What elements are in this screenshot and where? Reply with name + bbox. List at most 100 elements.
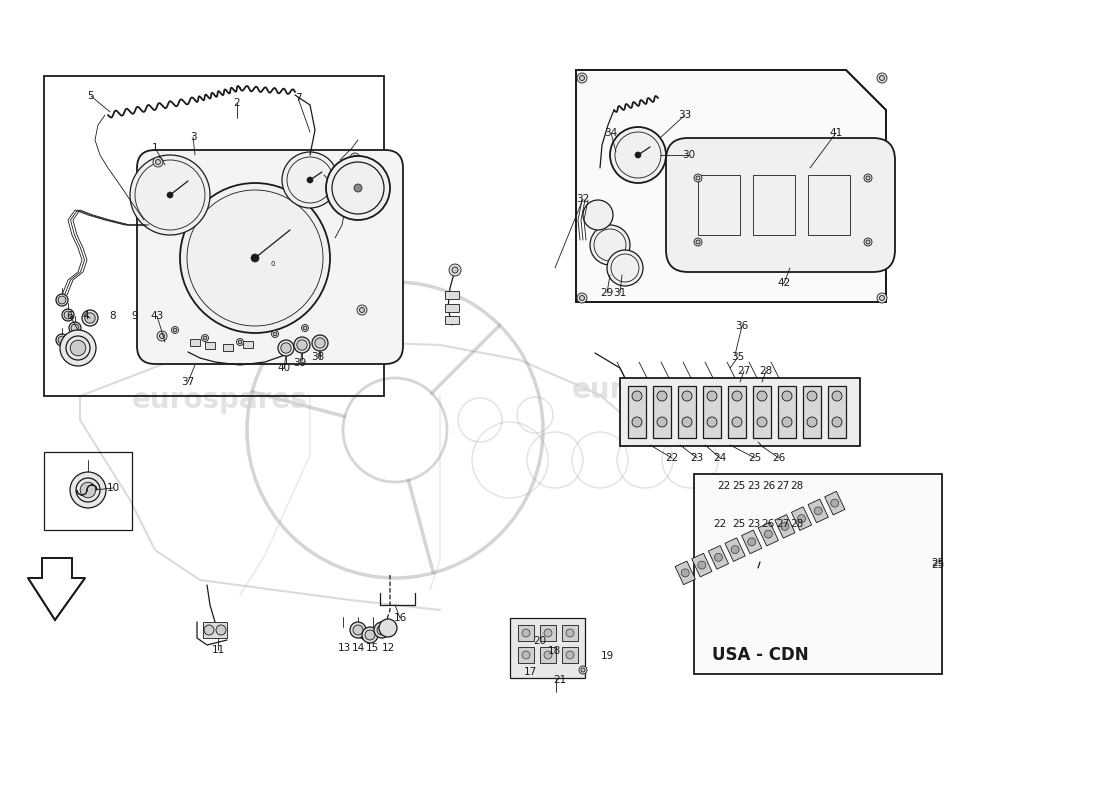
Circle shape [294,337,310,353]
Circle shape [694,174,702,182]
Circle shape [66,336,90,360]
Bar [692,554,712,577]
Bar [808,499,828,522]
Bar [446,304,459,312]
Circle shape [365,630,375,640]
Text: 27: 27 [777,519,790,529]
Circle shape [201,334,209,342]
Circle shape [153,157,163,167]
Text: 2: 2 [233,98,240,108]
Circle shape [583,200,613,230]
Text: 11: 11 [211,645,224,655]
Circle shape [60,330,96,366]
Bar [703,386,720,438]
Text: 34: 34 [604,128,617,138]
Circle shape [204,625,214,635]
Circle shape [69,322,81,334]
Text: 37: 37 [182,377,195,387]
Bar [44,76,384,396]
Text: 0: 0 [271,261,275,267]
Circle shape [280,342,292,354]
Circle shape [160,334,165,338]
Text: 27: 27 [737,366,750,376]
Bar [510,618,585,678]
Circle shape [657,417,667,427]
Circle shape [798,514,805,522]
Circle shape [880,75,884,81]
Text: 25: 25 [733,481,746,491]
Circle shape [610,127,665,183]
Text: 12: 12 [382,643,395,653]
Circle shape [353,625,363,635]
Circle shape [782,391,792,401]
Circle shape [66,336,90,360]
Text: 28: 28 [791,481,804,491]
Circle shape [696,240,700,244]
Circle shape [566,629,574,637]
Circle shape [866,240,870,244]
Text: 43: 43 [151,311,164,321]
Text: eurospares: eurospares [572,376,748,404]
Text: 23: 23 [747,519,760,529]
Circle shape [64,311,72,319]
Bar [678,386,696,438]
Circle shape [278,340,294,356]
Circle shape [56,334,68,346]
Bar [698,175,740,235]
Circle shape [732,391,742,401]
Circle shape [566,651,574,659]
Bar [243,341,253,347]
Circle shape [607,250,644,286]
Circle shape [64,344,76,356]
Circle shape [130,155,210,235]
Circle shape [682,391,692,401]
Bar [708,546,728,569]
FancyBboxPatch shape [666,138,895,272]
Circle shape [632,417,642,427]
Circle shape [62,309,74,321]
Circle shape [58,336,66,344]
Circle shape [76,478,100,502]
Circle shape [807,417,817,427]
Text: 22: 22 [717,481,730,491]
Circle shape [251,254,258,262]
Text: 26: 26 [762,481,776,491]
Circle shape [681,569,690,577]
Text: 33: 33 [679,110,692,120]
Text: 5: 5 [88,91,95,101]
Circle shape [707,391,717,401]
Text: 28: 28 [759,366,772,376]
Circle shape [544,629,552,637]
Circle shape [632,391,642,401]
Circle shape [174,328,177,332]
Text: 27: 27 [777,481,790,491]
Text: 22: 22 [714,519,727,529]
Text: 21: 21 [553,675,566,685]
Circle shape [880,295,884,301]
Text: 26: 26 [772,453,785,463]
Bar [754,386,771,438]
Circle shape [80,482,96,498]
Circle shape [590,225,630,265]
Circle shape [732,417,742,427]
Circle shape [304,326,307,330]
Text: 1: 1 [152,143,158,153]
Circle shape [56,294,68,306]
Circle shape [272,330,278,338]
Text: 42: 42 [778,278,791,288]
Circle shape [707,417,717,427]
Circle shape [832,391,842,401]
Circle shape [362,627,378,643]
Bar [518,625,534,641]
Text: 22: 22 [666,453,679,463]
Circle shape [757,417,767,427]
Circle shape [544,651,552,659]
Circle shape [522,629,530,637]
Circle shape [581,668,585,672]
Circle shape [764,530,772,538]
Text: 25: 25 [932,558,945,568]
Text: 25: 25 [932,560,945,570]
Circle shape [216,625,225,635]
Circle shape [301,325,308,331]
Circle shape [66,346,74,354]
